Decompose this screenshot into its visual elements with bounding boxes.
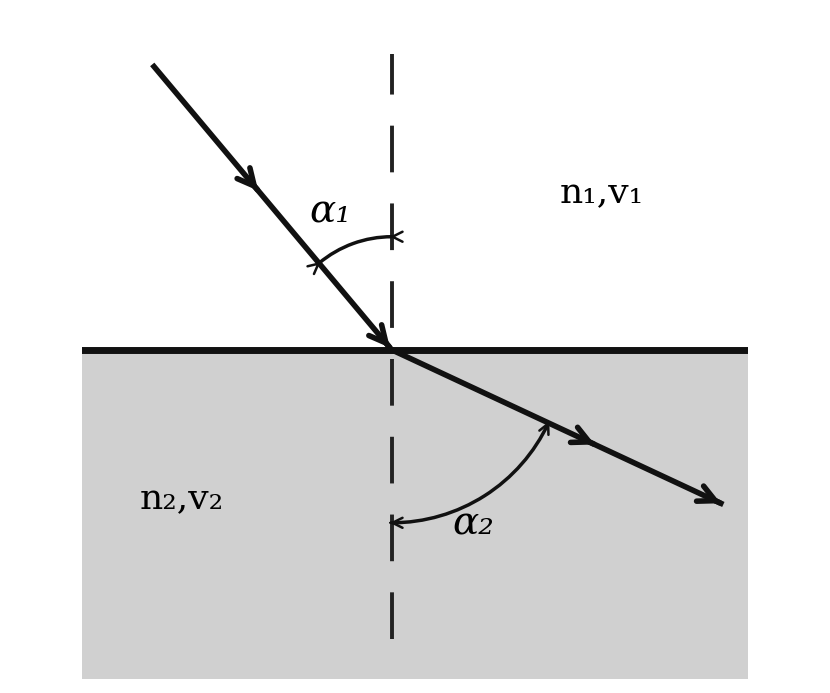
- Text: n₁,v₁: n₁,v₁: [559, 177, 643, 211]
- Bar: [82, 350, 748, 679]
- Text: n₂,v₂: n₂,v₂: [140, 482, 224, 516]
- Text: α₂: α₂: [452, 505, 495, 542]
- Text: α₁: α₁: [310, 194, 351, 231]
- Bar: [82, 14, 748, 350]
